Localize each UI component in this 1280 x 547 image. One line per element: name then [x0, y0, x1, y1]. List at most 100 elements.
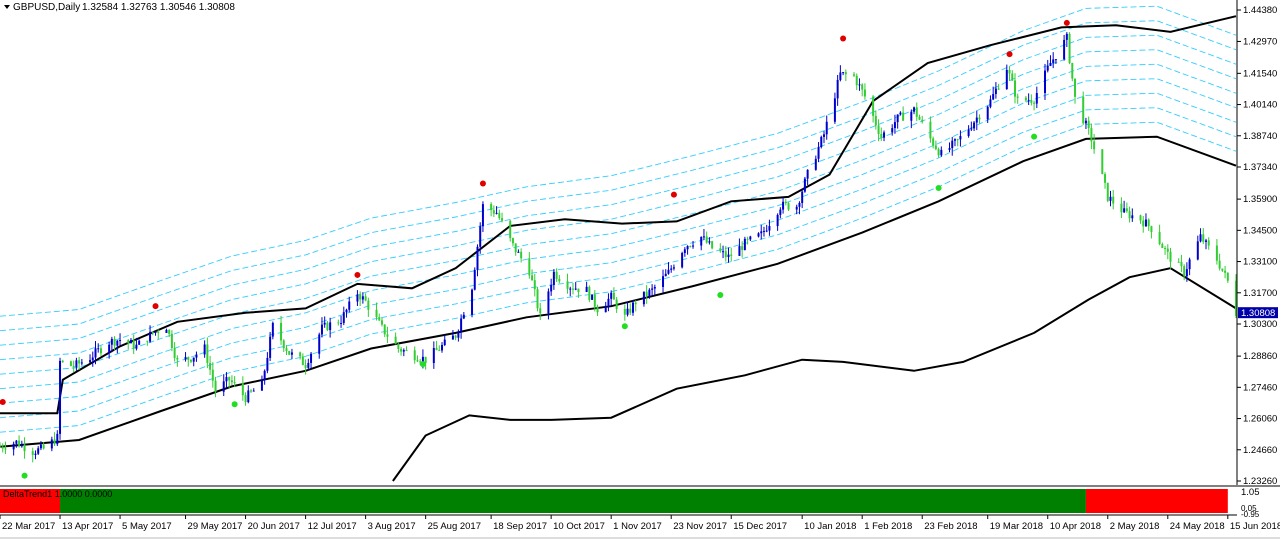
candle-body — [1235, 280, 1237, 316]
time-tick-label: 10 Apr 2018 — [1050, 521, 1101, 532]
candle-body — [514, 243, 517, 253]
time-axis[interactable]: 22 Mar 2017 13 Apr 2017 5 May 2017 29 May 2… — [0, 515, 1280, 532]
candle-body — [1013, 80, 1016, 97]
candle — [37, 446, 40, 456]
ribbon-line — [0, 34, 1237, 346]
candle — [951, 136, 954, 156]
candle — [230, 375, 233, 386]
candle-body — [173, 347, 176, 358]
indicator-panel[interactable] — [0, 489, 1228, 513]
candle — [571, 282, 574, 295]
candle — [1074, 78, 1077, 104]
ohlc-readout: 1.32584 1.32763 1.30546 1.30808 — [82, 2, 235, 13]
candle — [383, 324, 386, 338]
candle — [1142, 215, 1145, 233]
candle-body — [1027, 100, 1030, 102]
candle-body — [301, 356, 304, 366]
candle-body — [1166, 248, 1169, 252]
candle — [342, 306, 345, 326]
ribbon-line — [0, 78, 1237, 390]
candle-body — [1008, 69, 1011, 74]
candle-body — [110, 338, 113, 345]
candle-body — [746, 238, 749, 240]
candle-body — [37, 448, 40, 454]
candle — [1052, 52, 1055, 69]
candle-body — [206, 344, 209, 363]
price-axis[interactable]: 1.44380 1.42970 1.41540 1.40140 1.38740 1.373… — [1237, 5, 1277, 487]
candle — [304, 359, 307, 375]
candle — [547, 288, 550, 320]
candle — [902, 106, 905, 121]
candle-body — [113, 338, 116, 346]
candle-body — [921, 119, 924, 122]
candle — [823, 131, 825, 144]
candle-body — [501, 218, 504, 221]
candle-body — [400, 348, 403, 352]
candle-body — [593, 294, 596, 307]
candle — [189, 359, 192, 364]
candle-body — [149, 331, 152, 342]
candle — [948, 142, 951, 153]
candle — [476, 244, 479, 277]
candle-body — [1180, 261, 1183, 267]
candle — [438, 345, 441, 352]
candle — [722, 245, 725, 259]
candle-body — [1084, 120, 1087, 124]
candle-body — [547, 291, 550, 314]
time-tick-label: 25 Aug 2017 — [428, 521, 481, 532]
candle — [247, 385, 250, 404]
candle-body — [405, 350, 408, 352]
candle-body — [457, 331, 460, 338]
time-tick-label: 20 Jun 2017 — [248, 521, 300, 532]
candle-body — [1016, 96, 1019, 98]
candle — [612, 287, 615, 300]
candle — [288, 350, 291, 356]
candle-body — [997, 88, 1000, 90]
candle-layer — [0, 32, 1237, 463]
candle — [15, 440, 18, 448]
candle-body — [361, 296, 364, 300]
candle — [282, 339, 285, 353]
candle-body — [664, 273, 667, 277]
price-tick-label: 1.33100 — [1243, 257, 1277, 268]
candle-body — [1147, 219, 1150, 227]
candle-body — [18, 440, 21, 447]
candle-body — [413, 350, 416, 361]
candle-body — [1090, 128, 1093, 142]
indicator-scale-low: -0.95 — [1241, 510, 1260, 519]
candle-body — [511, 238, 514, 244]
candle — [648, 288, 651, 299]
candle-body — [670, 268, 673, 270]
last-price-text: 1.30808 — [1241, 308, 1275, 319]
candle — [743, 236, 746, 251]
candle-body — [531, 275, 534, 281]
candle-body — [626, 308, 629, 315]
candle — [596, 304, 599, 316]
candle-body — [932, 138, 935, 146]
candle — [959, 130, 962, 147]
candle-body — [441, 344, 444, 351]
candle-body — [700, 236, 703, 246]
candle — [1177, 258, 1180, 263]
candle-body — [214, 380, 217, 392]
candle — [1065, 32, 1068, 48]
candle — [4, 441, 7, 454]
candle — [187, 356, 190, 367]
candle-body — [798, 202, 801, 207]
candle-body — [814, 158, 817, 170]
candle-body — [1044, 70, 1047, 94]
candle-body — [282, 340, 285, 349]
candle-body — [288, 351, 291, 355]
candle — [749, 235, 752, 242]
time-tick-label: 10 Jan 2018 — [804, 521, 856, 532]
candle-body — [509, 220, 512, 239]
candle — [378, 313, 381, 322]
candle — [861, 83, 864, 97]
candle-body — [495, 212, 498, 214]
candle-body — [975, 117, 978, 123]
candle — [872, 95, 875, 123]
collapse-triangle-icon[interactable] — [4, 5, 10, 9]
